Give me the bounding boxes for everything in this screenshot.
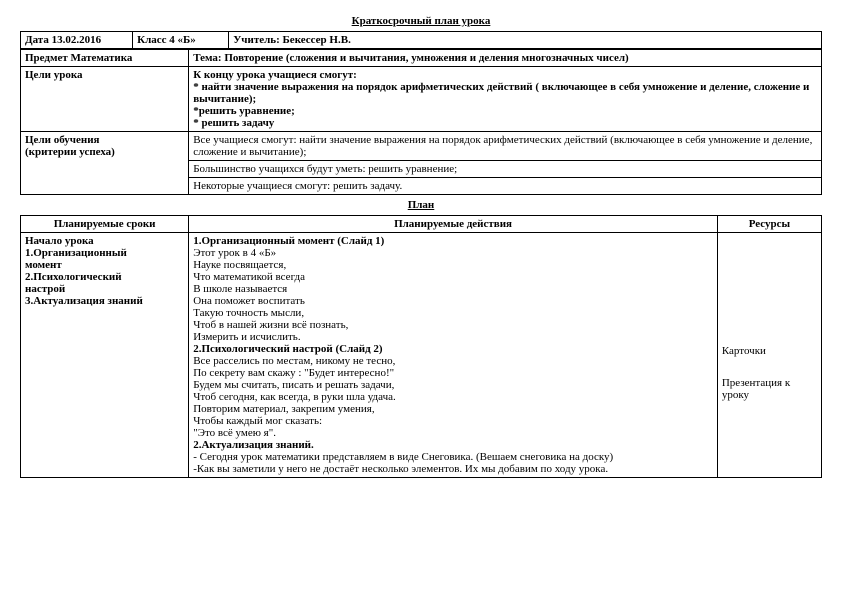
goal-line: * найти значение выражения на порядок ар… bbox=[193, 81, 817, 105]
objectives-row3: Некоторые учащиеся смогут: решить задачу… bbox=[189, 178, 822, 195]
class-cell: Класс 4 «Б» bbox=[133, 32, 229, 49]
header-table: Дата 13.02.2016 Класс 4 «Б» Учитель: Бек… bbox=[20, 31, 822, 49]
plan-left-item: настрой bbox=[25, 283, 184, 295]
objectives-row1: Все учащиеся смогут: найти значение выра… bbox=[189, 132, 822, 161]
objectives-label: Цели обучения (критерии успеха) bbox=[21, 132, 189, 195]
resource-item: Презентация к уроку bbox=[722, 377, 817, 401]
info-table: Предмет Математика Тема: Повторение (сло… bbox=[20, 49, 822, 195]
plan-header-terms: Планируемые сроки bbox=[21, 216, 189, 233]
plan-action-line: Науке посвящается, bbox=[193, 259, 713, 271]
goal-line: *решить уравнение; bbox=[193, 105, 817, 117]
plan-mid-cell: 1.Организационный момент (Слайд 1)Этот у… bbox=[189, 233, 718, 478]
plan-left-title: Начало урока bbox=[25, 235, 184, 247]
objectives-row2: Большинство учащихся будут уметь: решить… bbox=[189, 161, 822, 178]
plan-action-line: -Как вы заметили у него не достаёт неско… bbox=[193, 463, 713, 475]
plan-action-line: Измерить и исчислить. bbox=[193, 331, 713, 343]
subject-topic: Тема: Повторение (сложения и вычитания, … bbox=[189, 50, 822, 67]
plan-left-item: 2.Психологический bbox=[25, 271, 184, 283]
plan-action-line: По секрету вам скажу : "Будет интересно!… bbox=[193, 367, 713, 379]
plan-table: Планируемые сроки Планируемые действия Р… bbox=[20, 215, 822, 478]
plan-action-line: Повторим материал, закрепим умения, bbox=[193, 403, 713, 415]
plan-header-actions: Планируемые действия bbox=[189, 216, 718, 233]
document-title: Краткосрочный план урока bbox=[20, 15, 822, 27]
plan-action-line: 1.Организационный момент (Слайд 1) bbox=[193, 235, 713, 247]
goal-line: * решить задачу bbox=[193, 117, 817, 129]
plan-left-item: 3.Актуализация знаний bbox=[25, 295, 184, 307]
resource-item: Карточки bbox=[722, 345, 817, 357]
plan-left-cell: Начало урока 1.Организационный момент 2.… bbox=[21, 233, 189, 478]
goals-label: Цели урока bbox=[21, 67, 189, 132]
plan-left-item: момент bbox=[25, 259, 184, 271]
plan-action-line: 2.Актуализация знаний. bbox=[193, 439, 713, 451]
plan-action-line: Чтобы каждый мог сказать: bbox=[193, 415, 713, 427]
plan-action-line: В школе называется bbox=[193, 283, 713, 295]
plan-action-line: "Это всё умею я". bbox=[193, 427, 713, 439]
plan-action-line: Этот урок в 4 «Б» bbox=[193, 247, 713, 259]
teacher-cell: Учитель: Бекессер Н.В. bbox=[229, 32, 822, 49]
goal-line: К концу урока учащиеся смогут: bbox=[193, 69, 817, 81]
plan-section-title: План bbox=[20, 199, 822, 211]
plan-left-item: 1.Организационный bbox=[25, 247, 184, 259]
plan-action-line: Такую точность мысли, bbox=[193, 307, 713, 319]
date-cell: Дата 13.02.2016 bbox=[21, 32, 133, 49]
plan-action-line: Все расселись по местам, никому не тесно… bbox=[193, 355, 713, 367]
plan-action-line: Что математикой всегда bbox=[193, 271, 713, 283]
plan-action-line: Чтоб в нашей жизни всё познать, bbox=[193, 319, 713, 331]
plan-action-line: 2.Психологический настрой (Слайд 2) bbox=[193, 343, 713, 355]
goals-content: К концу урока учащиеся смогут: * найти з… bbox=[189, 67, 822, 132]
plan-action-line: Она поможет воспитать bbox=[193, 295, 713, 307]
plan-action-line: - Сегодня урок математики представляем в… bbox=[193, 451, 713, 463]
plan-action-line: Чтоб сегодня, как всегда, в руки шла уда… bbox=[193, 391, 713, 403]
plan-header-resources: Ресурсы bbox=[717, 216, 821, 233]
subject-label: Предмет Математика bbox=[21, 50, 189, 67]
plan-right-cell: Карточки Презентация к уроку bbox=[717, 233, 821, 478]
plan-action-line: Будем мы считать, писать и решать задачи… bbox=[193, 379, 713, 391]
